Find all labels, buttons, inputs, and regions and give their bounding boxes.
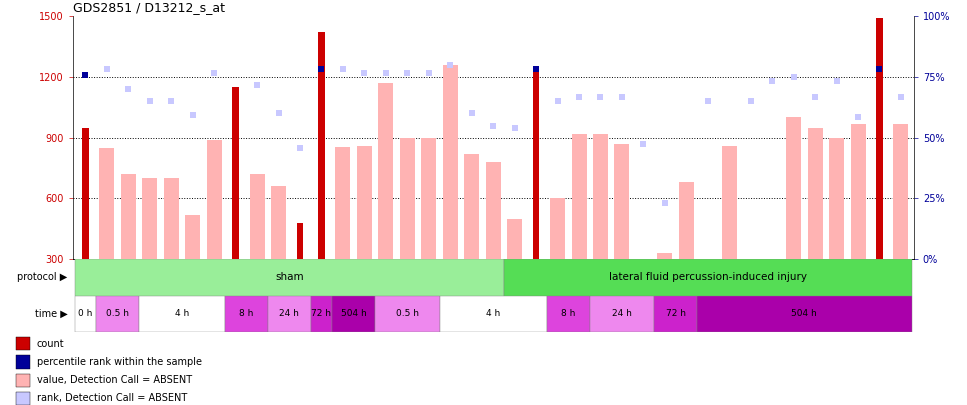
Bar (375, 296, 440, 332)
Bar (786, 117, 801, 259)
Bar (829, 138, 844, 259)
Bar (679, 182, 694, 259)
Bar (721, 146, 737, 259)
Text: 0.5 h: 0.5 h (106, 309, 129, 318)
Bar (443, 65, 457, 259)
Bar (378, 83, 394, 259)
Bar (399, 138, 415, 259)
Bar (593, 134, 608, 259)
Text: sham: sham (275, 273, 304, 282)
Bar (333, 296, 375, 332)
Bar (163, 178, 179, 259)
Bar (807, 128, 823, 259)
Bar (249, 174, 265, 259)
Bar (533, 71, 540, 259)
Text: 4 h: 4 h (175, 309, 190, 318)
Bar (654, 296, 697, 332)
Bar (550, 198, 565, 259)
Bar (232, 87, 239, 259)
Bar (697, 296, 912, 332)
Bar (357, 146, 372, 259)
Bar (336, 147, 350, 259)
Bar (82, 128, 89, 259)
Bar (876, 18, 883, 259)
Bar (614, 144, 630, 259)
Text: percentile rank within the sample: percentile rank within the sample (37, 357, 202, 367)
Bar (16, 374, 30, 387)
Text: 24 h: 24 h (612, 309, 631, 318)
Bar (590, 296, 654, 332)
Bar (894, 124, 908, 259)
Bar (546, 296, 590, 332)
Bar (297, 223, 304, 259)
Text: 8 h: 8 h (561, 309, 575, 318)
Bar (121, 174, 135, 259)
Text: time ▶: time ▶ (35, 309, 68, 319)
Bar (207, 140, 221, 259)
Bar (74, 296, 96, 332)
Text: 4 h: 4 h (486, 309, 500, 318)
Text: 8 h: 8 h (239, 309, 253, 318)
Text: protocol ▶: protocol ▶ (17, 273, 68, 282)
Bar (100, 148, 114, 259)
Bar (271, 186, 286, 259)
Bar (96, 296, 139, 332)
Text: 0.5 h: 0.5 h (396, 309, 419, 318)
Bar (186, 215, 200, 259)
Text: 504 h: 504 h (340, 309, 366, 318)
Bar (16, 337, 30, 350)
Text: 72 h: 72 h (311, 309, 332, 318)
Text: count: count (37, 339, 65, 349)
Text: 72 h: 72 h (665, 309, 686, 318)
Bar (504, 259, 912, 296)
Text: value, Detection Call = ABSENT: value, Detection Call = ABSENT (37, 375, 191, 385)
Text: 0 h: 0 h (78, 309, 93, 318)
Bar (225, 296, 268, 332)
Bar (422, 138, 436, 259)
Bar (318, 32, 325, 259)
Bar (139, 296, 225, 332)
Bar (464, 154, 480, 259)
Bar (571, 134, 587, 259)
Bar (268, 296, 310, 332)
Text: GDS2851 / D13212_s_at: GDS2851 / D13212_s_at (73, 1, 224, 14)
Bar (485, 162, 501, 259)
Bar (440, 296, 546, 332)
Text: 504 h: 504 h (791, 309, 817, 318)
Bar (74, 259, 504, 296)
Text: lateral fluid percussion-induced injury: lateral fluid percussion-induced injury (609, 273, 806, 282)
Bar (658, 253, 672, 259)
Bar (142, 178, 158, 259)
Bar (851, 124, 865, 259)
Bar (16, 392, 30, 405)
Text: rank, Detection Call = ABSENT: rank, Detection Call = ABSENT (37, 393, 187, 403)
Bar (16, 356, 30, 369)
Bar (507, 219, 522, 259)
Text: 24 h: 24 h (279, 309, 299, 318)
Bar (310, 296, 333, 332)
